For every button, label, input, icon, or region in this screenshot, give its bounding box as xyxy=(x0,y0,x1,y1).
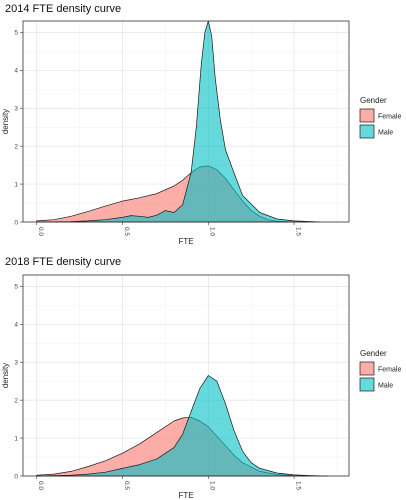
legend-title: Gender xyxy=(360,349,387,358)
legend-label-female: Female xyxy=(378,114,401,121)
density-area-male xyxy=(36,375,329,477)
y-tick-label: 2 xyxy=(14,143,18,150)
legend-key-female xyxy=(359,108,375,123)
y-tick-label: 0 xyxy=(14,219,18,226)
legend-key-male xyxy=(359,124,375,139)
y-tick-label: 5 xyxy=(14,30,18,37)
plot-border xyxy=(22,274,350,477)
legend-label-male: Male xyxy=(378,383,393,390)
y-tick-label: 4 xyxy=(14,68,18,75)
chart-title: 2018 FTE density curve xyxy=(5,256,121,268)
x-tick-label: 1.5 xyxy=(294,481,301,490)
y-tick-label: 0 xyxy=(14,473,18,480)
y-tick-label: 1 xyxy=(14,181,18,188)
chart-0: 2014 FTE density curve 0 1 2 3 4 5 0.0 0.5 1.0 1.5… xyxy=(1,3,401,246)
legend-label-female: Female xyxy=(378,367,401,374)
chart-title: 2014 FTE density curve xyxy=(5,3,121,15)
x-tick-label: 0.0 xyxy=(37,481,44,490)
y-axis-title: density xyxy=(1,109,10,134)
y-tick-label: 3 xyxy=(14,106,18,113)
x-tick-label: 0.0 xyxy=(37,227,44,236)
legend-title: Gender xyxy=(360,96,387,105)
legend-key-male xyxy=(359,377,375,392)
y-tick-label: 1 xyxy=(14,435,18,442)
y-tick-label: 3 xyxy=(14,360,18,367)
x-axis-title: FTE xyxy=(178,237,193,246)
density-area-male xyxy=(36,20,321,223)
plot-border xyxy=(22,20,350,223)
x-tick-label: 1.0 xyxy=(209,481,216,490)
x-tick-label: 1.5 xyxy=(294,227,301,236)
y-axis-title: density xyxy=(1,363,10,388)
y-tick-label: 2 xyxy=(14,397,18,404)
x-tick-label: 0.5 xyxy=(123,481,130,490)
legend-key-female xyxy=(359,361,375,376)
y-tick-label: 4 xyxy=(14,322,18,329)
chart-1: 2018 FTE density curve 0 1 2 3 4 5 0.0 0.5 1.0 1.5… xyxy=(1,256,401,500)
x-tick-label: 0.5 xyxy=(123,227,130,236)
y-tick-label: 5 xyxy=(14,284,18,291)
x-tick-label: 1.0 xyxy=(209,227,216,236)
legend-label-male: Male xyxy=(378,130,393,137)
x-axis-title: FTE xyxy=(178,491,193,500)
